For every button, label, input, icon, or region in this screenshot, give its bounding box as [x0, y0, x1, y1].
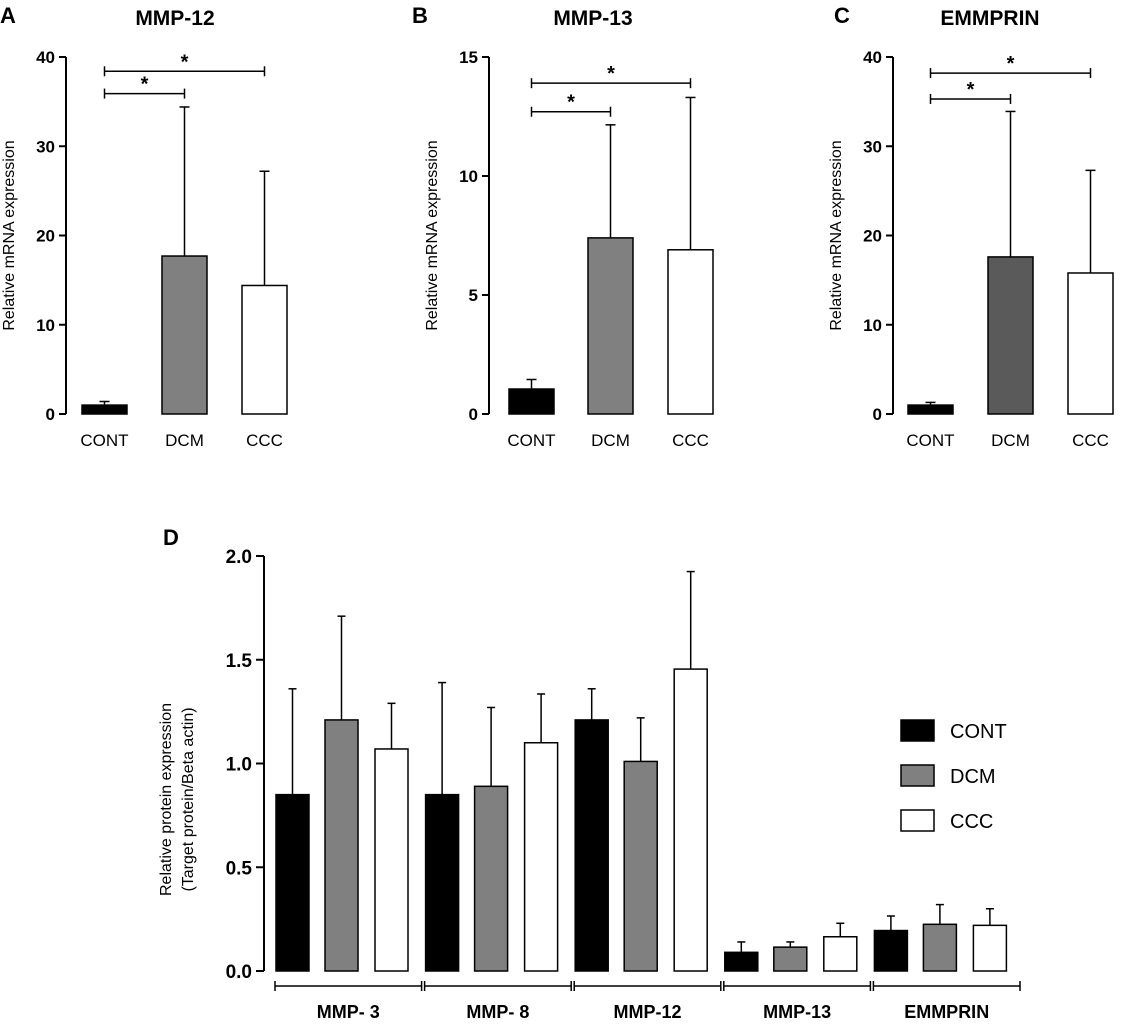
chart-title: MMP-12	[135, 7, 214, 30]
significance-star: *	[1007, 53, 1015, 75]
y-axis-label: Relative mRNA expression	[828, 140, 845, 330]
bar-cont	[724, 951, 759, 972]
bar-dcm	[473, 785, 509, 972]
panel-letter: A	[0, 3, 16, 28]
y-tick-label: 2.0	[226, 547, 252, 568]
x-category-label: DCM	[591, 431, 630, 450]
bar-cont	[81, 404, 128, 415]
x-category-label: DCM	[991, 431, 1030, 450]
bar-ccc	[1067, 272, 1114, 415]
y-tick-label: 15	[459, 48, 478, 67]
significance-star: *	[607, 63, 615, 85]
significance-star: *	[967, 79, 975, 101]
chart-title: EMMPRIN	[940, 7, 1039, 30]
legend-swatch-cont	[900, 719, 935, 742]
panel-d-protein-expression: D Relative protein expression (Target prot…	[158, 525, 1021, 1022]
y-tick-label: 40	[36, 48, 55, 67]
x-group-label: EMMPRIN	[904, 1002, 989, 1022]
y-tick-label: 0	[873, 405, 882, 424]
bar-ccc	[241, 284, 288, 415]
legend-label-cont: CONT	[950, 721, 1007, 743]
bar-ccc	[523, 742, 559, 972]
x-category-label: CONT	[80, 431, 128, 450]
bar-cont	[907, 404, 954, 415]
y-tick-label: 0	[46, 405, 55, 424]
bar-dcm	[987, 256, 1034, 415]
significance-star: *	[567, 92, 575, 114]
y-tick-label: 20	[863, 227, 882, 246]
significance-star: *	[141, 74, 149, 96]
bar-dcm	[922, 923, 958, 972]
bar-dcm	[324, 719, 359, 972]
bar-dcm	[161, 255, 208, 415]
x-group-label: MMP-12	[613, 1002, 681, 1022]
y-tick-label: 1.5	[226, 651, 253, 672]
y-axis-label: Relative mRNA expression	[424, 140, 441, 330]
x-category-label: CCC	[1072, 431, 1109, 450]
bar-ccc	[673, 668, 708, 972]
x-category-label: CCC	[246, 431, 283, 450]
bar-cont	[424, 793, 460, 972]
x-category-label: CONT	[906, 431, 954, 450]
bar-cont	[574, 719, 609, 972]
legend-label-dcm: DCM	[950, 766, 996, 788]
y-tick-label: 0.5	[226, 858, 253, 879]
bar-cont	[873, 929, 909, 972]
y-tick-label: 0.0	[226, 962, 252, 983]
y-tick-label: 5	[469, 286, 478, 305]
bar-cont	[508, 388, 555, 415]
bar-ccc	[972, 924, 1008, 972]
bar-dcm	[623, 760, 658, 972]
y-tick-label: 40	[863, 48, 882, 67]
x-group-label: MMP-13	[763, 1002, 831, 1022]
bar-dcm	[587, 237, 634, 415]
bar-ccc	[823, 936, 858, 972]
legend-label-ccc: CCC	[950, 811, 993, 833]
y-tick-label: 30	[36, 137, 55, 156]
bar-dcm	[773, 946, 808, 972]
x-group-label: MMP- 3	[317, 1002, 380, 1022]
panel-b-mmp13-mrna: B MMP-13 Relative mRNA expression 0 5 10 15 CON…	[412, 3, 714, 450]
x-category-label: CCC	[672, 431, 709, 450]
panel-c-emmprin-mrna: C EMMPRIN Relative mRNA expression 0 10 20 30 4…	[828, 3, 1114, 450]
bar-cont	[275, 793, 310, 972]
y-axis-label-secondary: (Target protein/Beta actin)	[180, 707, 197, 891]
legend-swatch-dcm	[900, 764, 935, 787]
panel-letter: D	[163, 525, 179, 550]
y-tick-label: 1.0	[226, 755, 252, 776]
y-axis-label: Relative mRNA expression	[1, 140, 18, 330]
y-tick-label: 10	[863, 316, 882, 335]
bar-ccc	[667, 249, 714, 415]
bar-ccc	[374, 748, 409, 972]
panel-letter: C	[834, 3, 850, 28]
y-tick-label: 10	[36, 316, 55, 335]
y-tick-label: 10	[459, 167, 478, 186]
x-group-label: MMP- 8	[466, 1002, 529, 1022]
y-axis-label: Relative protein expression	[158, 703, 175, 896]
x-category-label: DCM	[165, 431, 204, 450]
significance-star: *	[181, 51, 189, 73]
y-tick-label: 20	[36, 227, 55, 246]
y-tick-label: 0	[469, 405, 478, 424]
x-category-label: CONT	[507, 431, 555, 450]
y-tick-label: 30	[863, 137, 882, 156]
panel-letter: B	[412, 3, 428, 28]
legend-swatch-ccc	[900, 809, 935, 832]
chart-title: MMP-13	[553, 7, 632, 30]
panel-a-mmp12-mrna: A MMP-12 Relative mRNA expression 0 10 20 30 40…	[0, 3, 288, 450]
